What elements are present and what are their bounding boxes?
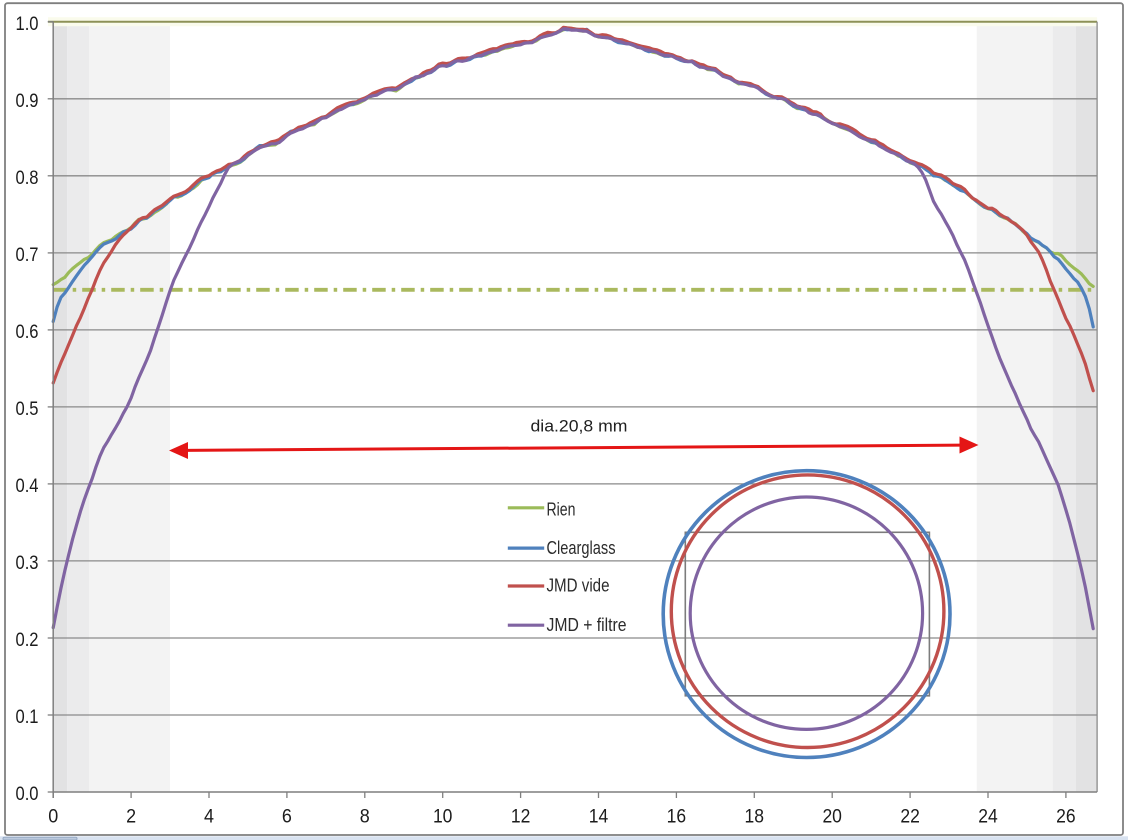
svg-text:4: 4 (204, 806, 214, 828)
svg-text:2: 2 (126, 806, 136, 828)
svg-text:18: 18 (745, 806, 765, 828)
svg-text:0.5: 0.5 (16, 398, 39, 420)
svg-text:6: 6 (282, 806, 292, 828)
svg-text:0: 0 (48, 806, 58, 828)
svg-text:14: 14 (589, 806, 609, 828)
svg-text:24: 24 (978, 806, 998, 828)
svg-text:JMD vide: JMD vide (547, 575, 610, 596)
svg-text:JMD + filtre: JMD + filtre (547, 614, 627, 635)
svg-text:Clearglass: Clearglass (547, 537, 616, 558)
svg-text:0.3: 0.3 (16, 552, 39, 574)
svg-text:12: 12 (511, 806, 531, 828)
svg-text:0.9: 0.9 (16, 90, 39, 112)
svg-text:0.0: 0.0 (16, 783, 39, 805)
svg-text:26: 26 (1056, 806, 1076, 828)
svg-text:1.0: 1.0 (16, 13, 39, 35)
svg-text:0.6: 0.6 (16, 321, 39, 343)
svg-text:Rien: Rien (547, 499, 576, 520)
svg-text:0.4: 0.4 (16, 475, 39, 497)
svg-text:0.1: 0.1 (16, 706, 39, 728)
svg-text:dia.20,8 mm: dia.20,8 mm (531, 417, 628, 436)
svg-text:10: 10 (433, 806, 453, 828)
svg-text:0.8: 0.8 (16, 167, 39, 189)
svg-text:0.2: 0.2 (16, 629, 39, 651)
svg-text:22: 22 (900, 806, 920, 828)
svg-text:20: 20 (822, 806, 842, 828)
svg-text:16: 16 (667, 806, 687, 828)
svg-text:8: 8 (360, 806, 370, 828)
svg-text:0.7: 0.7 (16, 244, 39, 266)
